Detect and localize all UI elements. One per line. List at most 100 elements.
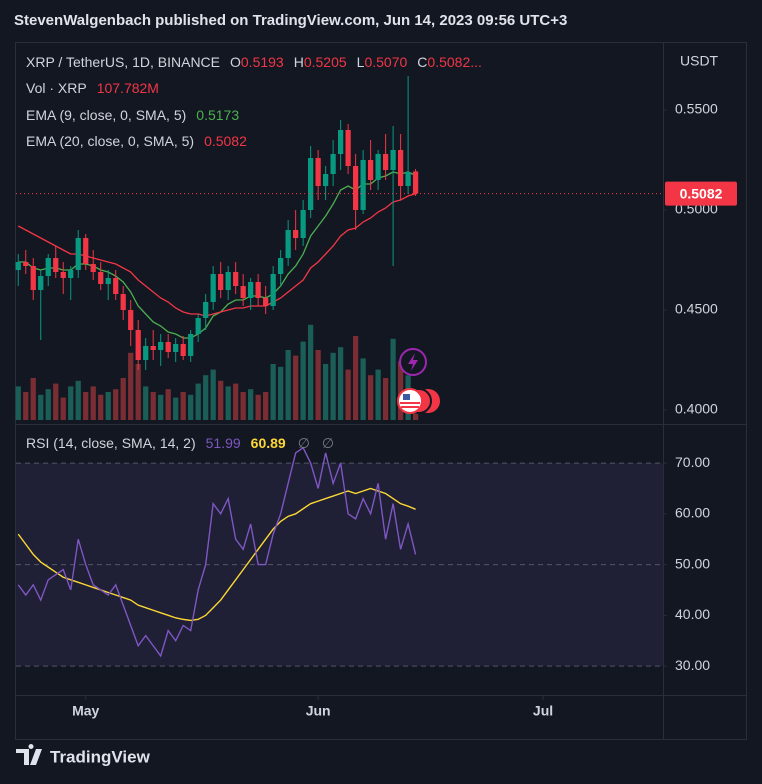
o-key: O: [230, 54, 241, 70]
volume-bar: [240, 392, 246, 420]
symbol: XRP / TetherUS, 1D, BINANCE: [26, 54, 220, 70]
volume-bar: [15, 386, 21, 420]
o-value: 0.5193: [241, 54, 284, 70]
last-price-label: 0.5082: [680, 185, 723, 201]
volume-bar: [30, 378, 36, 420]
candle-body: [150, 346, 156, 350]
candle-body: [218, 274, 224, 290]
candle-body: [338, 130, 344, 154]
volume-bar: [45, 389, 51, 420]
rsi-line: [17, 487, 416, 622]
candle-body: [315, 158, 321, 186]
candle-body: [45, 258, 51, 276]
na-value: ∅: [298, 435, 310, 451]
candle-body: [367, 160, 374, 180]
c-value: 0.5082...: [427, 54, 482, 70]
rsi-ma-value: 60.89: [251, 435, 286, 451]
volume-bar: [300, 341, 306, 420]
volume-bar: [285, 350, 291, 420]
c-key: C: [417, 54, 427, 70]
volume-bar: [263, 392, 269, 420]
volume-bar: [390, 338, 396, 420]
volume-bar: [135, 364, 141, 420]
candle-body: [195, 318, 201, 334]
h-value: 0.5205: [304, 54, 347, 70]
unit-label: USDT: [680, 53, 719, 69]
plot-area: [15, 76, 663, 667]
volume-bar: [143, 386, 149, 420]
candle-body: [60, 272, 66, 278]
candle-body: [23, 262, 29, 266]
candle-body: [53, 258, 59, 272]
candle-body: [120, 294, 126, 310]
candle-body: [233, 272, 239, 286]
rsi-legend: RSI (14, close, SMA, 14, 2) 51.99 60.89 ∅ ∅: [26, 435, 334, 451]
volume-bar: [38, 394, 44, 420]
symbol-legend: XRP / TetherUS, 1D, BINANCE O0.5193 H0.520…: [26, 54, 482, 70]
candle-body: [375, 154, 381, 180]
volume-bar: [233, 383, 239, 420]
volume-bar: [105, 392, 111, 420]
volume-bar: [158, 394, 164, 420]
candle-body: [345, 130, 351, 166]
candle-body: [330, 154, 336, 174]
event-icons: [397, 348, 440, 414]
us-flag-icon[interactable]: [397, 388, 423, 414]
volume-bar: [53, 383, 59, 420]
candle-body: [173, 344, 179, 352]
candle-body: [285, 230, 291, 258]
volume-key: Vol · XRP: [26, 80, 87, 96]
volume-bar: [375, 369, 381, 420]
volume-bar: [120, 378, 126, 420]
y-tick-label: 40.00: [675, 606, 710, 622]
volume-bar: [248, 389, 254, 420]
volume-bar: [338, 347, 344, 420]
brand: TradingView: [50, 747, 151, 766]
x-tick-label: May: [72, 703, 99, 719]
y-tick-label: 50.00: [675, 555, 710, 571]
candle-body: [83, 238, 89, 264]
candle-body: [270, 274, 276, 306]
rsi-band: [16, 463, 663, 667]
candle-body: [158, 342, 164, 350]
tradingview-logo: TradingView: [16, 743, 151, 766]
ema20-name: EMA (20, close, 0, SMA, 5): [26, 133, 194, 149]
volume-bar: [352, 336, 359, 420]
candle-body: [390, 150, 396, 170]
volume-bar: [367, 375, 374, 420]
candle-body: [38, 276, 44, 290]
ema20-legend: EMA (20, close, 0, SMA, 5) 0.5082: [26, 133, 247, 149]
volume-bar: [330, 352, 336, 420]
logo-mark: [16, 743, 42, 765]
x-tick-label: Jul: [533, 703, 553, 719]
volume-value: 107.782M: [97, 80, 159, 96]
volume-bar: [195, 383, 201, 420]
volume-bar: [113, 389, 119, 420]
candle-body: [255, 282, 261, 298]
candle-body: [293, 230, 299, 238]
volume-bar: [360, 358, 366, 420]
flag-stripe: [400, 402, 420, 404]
last-price-tag: [665, 181, 737, 206]
candle-body: [263, 298, 269, 306]
candle-body: [225, 272, 231, 290]
volume-bar: [210, 369, 216, 420]
candle-body: [68, 270, 74, 278]
volume-bar: [255, 394, 261, 420]
rsi-value: 51.99: [206, 435, 241, 451]
volume-bar: [83, 392, 89, 420]
y-tick-label: 60.00: [675, 505, 710, 521]
candle-body: [308, 158, 314, 210]
y-tick-label: 0.4000: [675, 401, 718, 417]
volume-bar: [60, 397, 66, 420]
candle-body: [113, 278, 119, 294]
volume-legend: Vol · XRP 107.782M: [26, 80, 159, 96]
candle-body: [352, 166, 359, 210]
volume-bar: [345, 369, 351, 420]
ema20-value: 0.5082: [204, 133, 247, 149]
y-tick-label: 70.00: [675, 454, 710, 470]
volume-bar: [278, 366, 284, 420]
volume-bar: [150, 392, 156, 420]
volume-bar: [293, 355, 299, 420]
